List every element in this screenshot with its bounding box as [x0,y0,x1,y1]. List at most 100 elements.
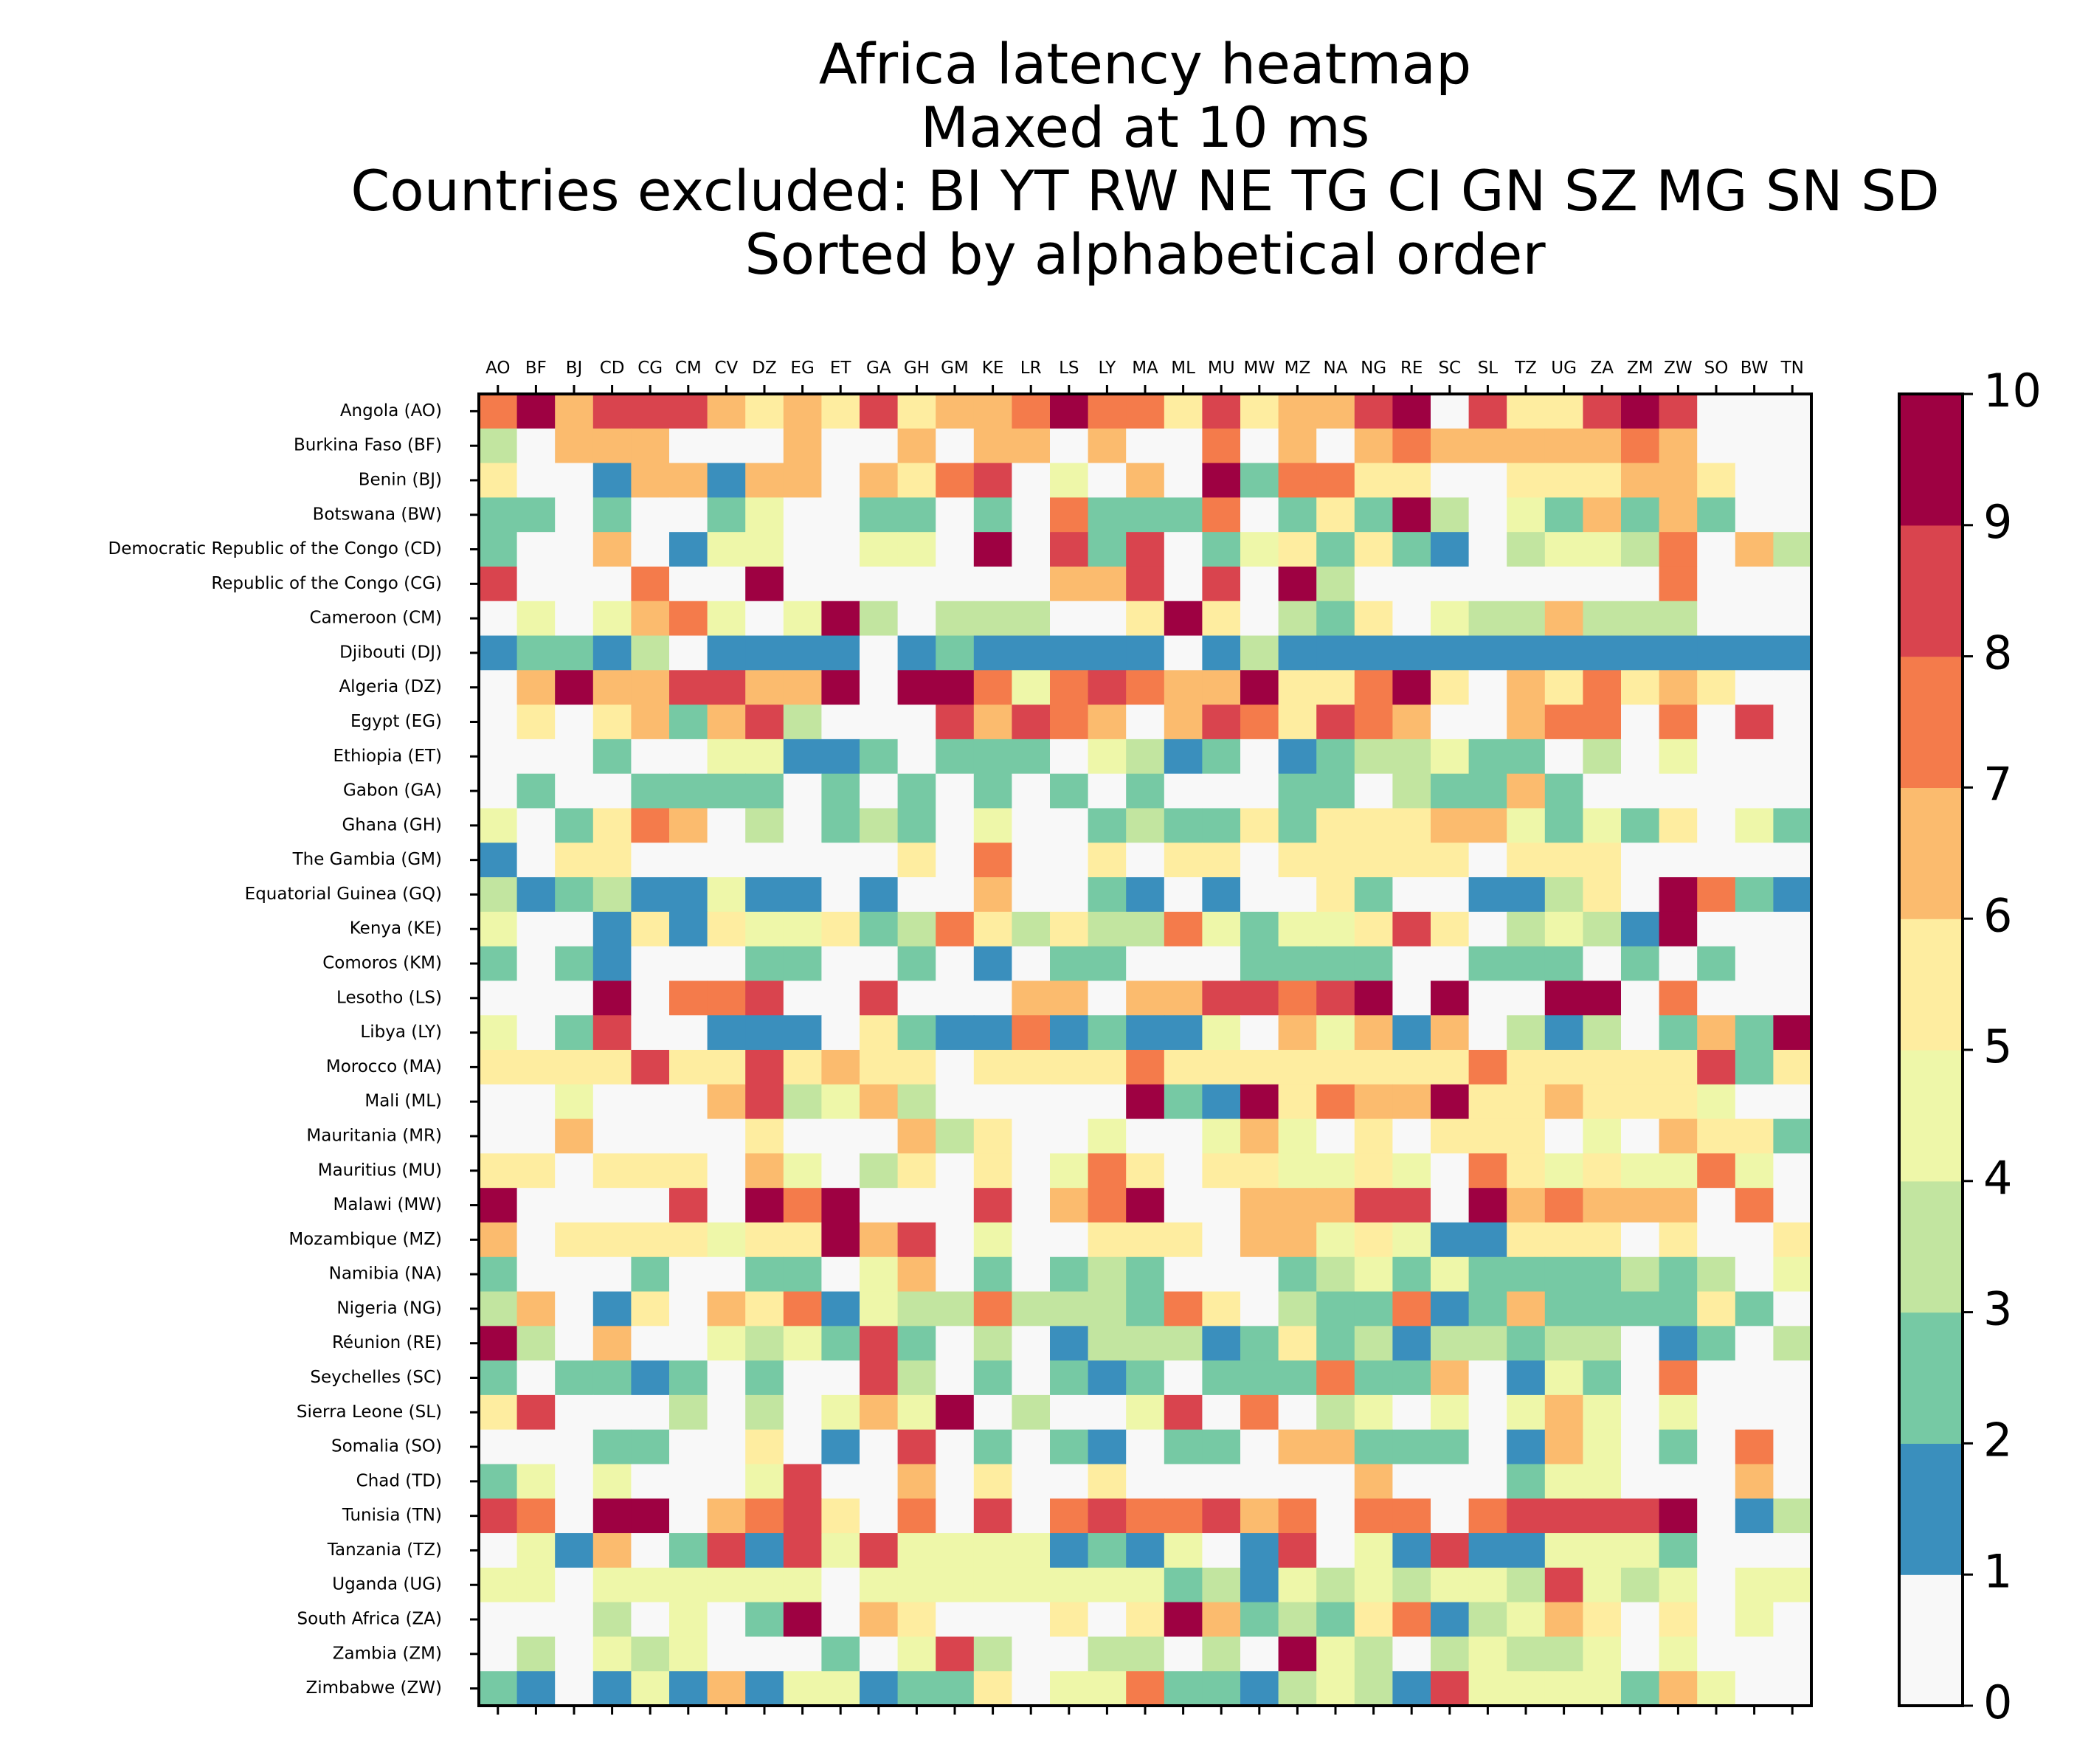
heatmap-cell [669,1084,708,1120]
heatmap-cell [1773,843,1812,878]
heatmap-cell [1431,705,1470,740]
heatmap-cell [1278,980,1317,1016]
heatmap-cell [1697,1429,1736,1465]
colorbar-tick-label: 1 [1983,1544,2012,1598]
heatmap-cell [1012,877,1051,913]
colorbar-tick-label: 3 [1983,1282,2012,1336]
heatmap-cell [479,1015,518,1051]
heatmap-cell [479,705,518,740]
heatmap-cell [1316,1464,1355,1499]
heatmap-cell [1278,1050,1317,1085]
heatmap-cell [860,1222,899,1258]
heatmap-cell [707,1291,746,1327]
heatmap-cell [936,1671,975,1706]
heatmap-cell [555,463,594,498]
heatmap-cell [1507,1567,1546,1603]
heatmap-cell [860,670,899,705]
heatmap-cell [516,1153,556,1189]
heatmap-cell [1659,1533,1698,1568]
heatmap-cell [1544,773,1583,809]
heatmap-cell [631,497,670,533]
heatmap-cell [1431,1118,1470,1154]
heatmap-cell [1164,1015,1203,1051]
heatmap-cell [516,980,556,1016]
heatmap-cell [1659,1326,1698,1361]
heatmap-cell [1240,428,1279,464]
heatmap-cell [1735,670,1774,705]
heatmap-cell [821,808,860,843]
heatmap-cell [1544,946,1583,982]
heatmap-cell [669,1602,708,1638]
heatmap-cell [973,1326,1012,1361]
heatmap-cell [631,1360,670,1396]
heatmap-cell [1354,1188,1393,1223]
heatmap-cell [1316,1602,1355,1638]
heatmap-cell [821,428,860,464]
heatmap-cell [592,980,632,1016]
heatmap-cell [1583,1222,1622,1258]
heatmap-cell [1354,601,1393,637]
heatmap-cell [1126,739,1165,775]
heatmap-cell [631,1222,670,1258]
heatmap-cell [1583,566,1622,602]
heatmap-cell [669,1498,708,1534]
heatmap-cell [1164,843,1203,878]
heatmap-cell [1583,946,1622,982]
heatmap-cell [1240,1671,1279,1706]
heatmap-cell [1621,1153,1660,1189]
heatmap-cell [973,877,1012,913]
heatmap-cell [860,1602,899,1638]
heatmap-cell [1773,1188,1812,1223]
heatmap-cell [631,463,670,498]
heatmap-cell [1468,394,1507,429]
heatmap-cell [631,428,670,464]
heatmap-cell [1316,1015,1355,1051]
heatmap-cell [1354,1222,1393,1258]
heatmap-cell [973,1602,1012,1638]
heatmap-cell [1507,980,1546,1016]
heatmap-cell [1659,1360,1698,1396]
heatmap-cell [1431,566,1470,602]
heatmap-cell [897,566,936,602]
x-tick-label: NG [1361,359,1386,378]
x-tick-label: ZW [1664,359,1693,378]
heatmap-cell [1621,428,1660,464]
heatmap-cell [783,1602,822,1638]
heatmap-cell [592,1015,632,1051]
heatmap-cell [936,1326,975,1361]
heatmap-cell [631,635,670,671]
heatmap-cell [1468,1153,1507,1189]
heatmap-cell [1126,946,1165,982]
heatmap-cell [1735,394,1774,429]
heatmap-cell [555,1602,594,1638]
heatmap-cell [707,394,746,429]
heatmap-cell [1088,877,1127,913]
heatmap-cell [1507,877,1546,913]
heatmap-cell [936,946,975,982]
heatmap-cell [479,911,518,947]
heatmap-cell [1202,1394,1241,1431]
title-line: Countries excluded: BI YT RW NE TG CI GN… [350,158,1940,224]
heatmap-cell [555,670,594,705]
heatmap-cell [1202,1084,1241,1120]
heatmap-cell [821,1636,860,1672]
heatmap-cell [1583,1256,1622,1293]
heatmap-cell [1544,1222,1583,1258]
heatmap-cell [897,1326,936,1361]
heatmap-cell [707,670,746,705]
heatmap-cell [1392,1015,1431,1051]
heatmap-cell [631,1636,670,1672]
heatmap-cell [1202,843,1241,878]
heatmap-cell [1583,1084,1622,1120]
heatmap-cell [516,1602,556,1638]
heatmap-cell [1735,1464,1774,1499]
heatmap-cell [897,1567,936,1603]
heatmap-cell [1544,1671,1583,1706]
heatmap-cell [745,1153,784,1189]
heatmap-cell [1088,1153,1127,1189]
heatmap-cell [516,1360,556,1396]
y-tick-label: Gabon (GA) [343,781,442,800]
heatmap-cell [1544,843,1583,878]
heatmap-cell [1240,946,1279,982]
heatmap-cell [1088,463,1127,498]
